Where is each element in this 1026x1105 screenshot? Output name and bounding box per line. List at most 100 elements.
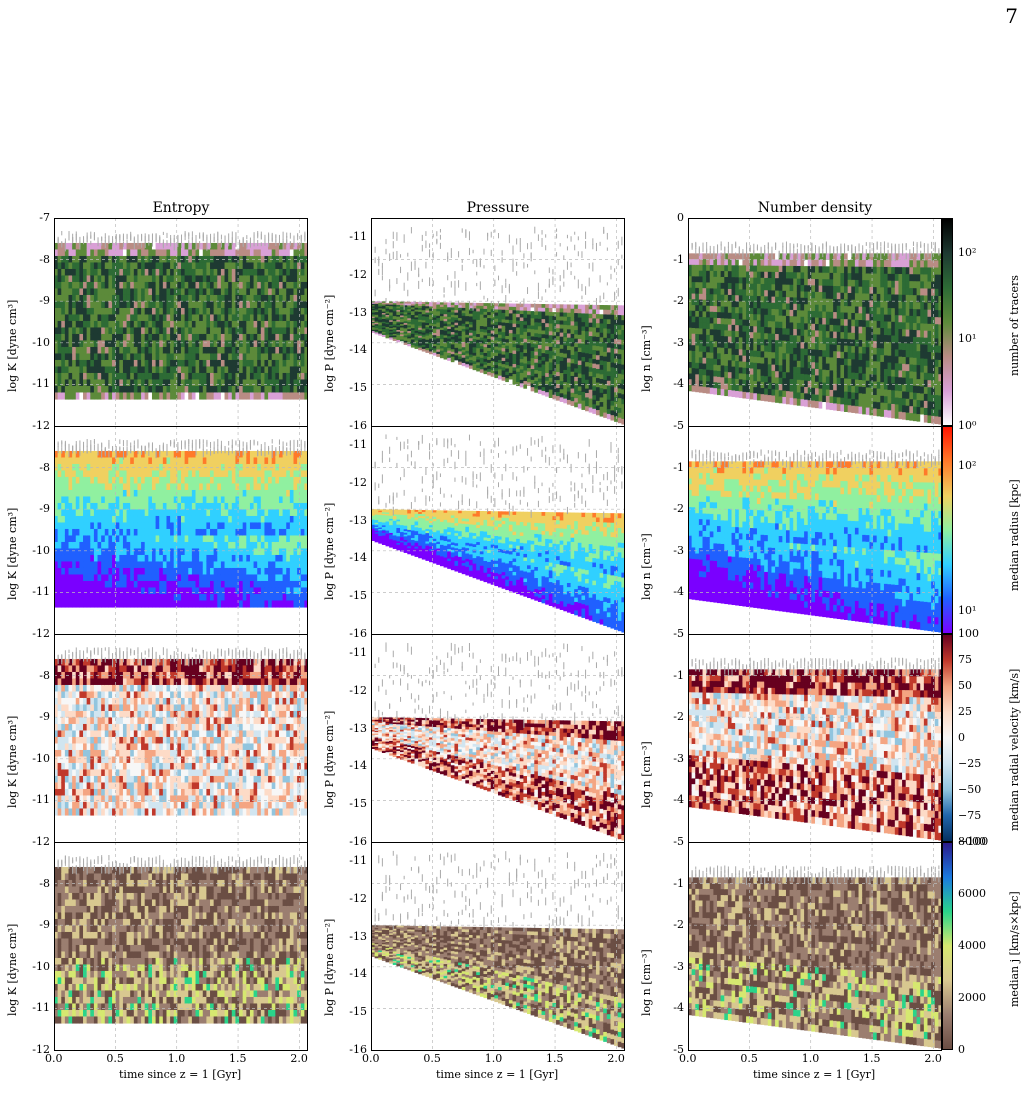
y-tick-label: -5 (644, 627, 684, 640)
y-tick-label: -16 (327, 835, 367, 848)
x-tick-label: 2.0 (924, 1052, 942, 1065)
x-tick-label: 1.0 (168, 1052, 186, 1065)
y-tick-label: -12 (10, 419, 50, 432)
colorbar-4 (942, 842, 953, 1050)
y-tick-label: -13 (327, 930, 367, 943)
column-title-density: Number density (688, 200, 942, 216)
y-tick-label: -3 (644, 752, 684, 765)
colorbar-label: median j [km/s×kpc] (1008, 891, 1021, 1007)
column-title-pressure: Pressure (371, 200, 625, 216)
x-tick-label: 1.0 (485, 1052, 503, 1065)
y-tick-label: -12 (327, 892, 367, 905)
y-tick-label: -11 (327, 438, 367, 451)
y-tick-label: -5 (644, 419, 684, 432)
y-tick-label: -2 (644, 918, 684, 931)
x-tick-label: 0.5 (740, 1052, 758, 1065)
colorbar-tick-label: −50 (958, 783, 981, 796)
colorbar-tick-label: 50 (958, 679, 972, 692)
y-tick-label: -13 (327, 514, 367, 527)
y-tick-label: -1 (644, 253, 684, 266)
y-tick-label: -4 (644, 377, 684, 390)
y-tick-label: -15 (327, 1005, 367, 1018)
heatmap-panel-r4-c2 (371, 842, 625, 1050)
y-tick-label: -12 (327, 268, 367, 281)
heatmap-panel-r2-c1 (54, 426, 308, 634)
heatmap-panel-r3-c2 (371, 634, 625, 842)
y-tick-label: -14 (327, 343, 367, 356)
y-tick-label: -1 (644, 461, 684, 474)
y-tick-label: -11 (327, 230, 367, 243)
colorbar-tick-label: 2000 (958, 991, 986, 1004)
heatmap-panel-r1-c3 (688, 218, 942, 426)
colorbar-tick-label: 25 (958, 705, 972, 718)
y-tick-label: -14 (327, 759, 367, 772)
y-axis-label: log K [dyne cm³] (6, 716, 19, 808)
x-axis-label: time since z = 1 [Gyr] (436, 1068, 558, 1081)
x-tick-label: 2.0 (290, 1052, 308, 1065)
colorbar-tick-label: −75 (958, 809, 981, 822)
y-axis-label: log K [dyne cm³] (6, 924, 19, 1016)
y-tick-label: -4 (644, 793, 684, 806)
page-number: 7 (1005, 4, 1018, 28)
colorbar-3 (942, 634, 953, 842)
y-axis-label: log P [dyne cm⁻²] (323, 919, 336, 1016)
column-title-entropy: Entropy (54, 200, 308, 216)
y-tick-label: -11 (10, 1001, 50, 1014)
colorbar-label: number of tracers (1008, 275, 1021, 376)
heatmap-panel-r2-c2 (371, 426, 625, 634)
y-tick-label: 0 (644, 211, 684, 224)
x-tick-label: 1.0 (802, 1052, 820, 1065)
y-tick-label: -12 (327, 476, 367, 489)
y-axis-label: log n [cm⁻³] (640, 533, 653, 600)
x-tick-label: 0.0 (362, 1052, 380, 1065)
x-axis-label: time since z = 1 [Gyr] (119, 1068, 241, 1081)
y-tick-label: -10 (10, 544, 50, 557)
colorbar-tick-label: 6000 (958, 887, 986, 900)
y-axis-label: log K [dyne cm³] (6, 300, 19, 392)
y-tick-label: -11 (10, 793, 50, 806)
x-tick-label: 1.5 (229, 1052, 247, 1065)
colorbar-2 (942, 426, 953, 634)
y-tick-label: -5 (644, 1043, 684, 1056)
y-axis-label: log n [cm⁻³] (640, 325, 653, 392)
y-tick-label: -10 (10, 336, 50, 349)
colorbar-tick-label: 0 (958, 731, 965, 744)
y-tick-label: -11 (10, 377, 50, 390)
y-tick-label: -16 (327, 1043, 367, 1056)
y-tick-label: -9 (10, 294, 50, 307)
heatmap-panel-r4-c1 (54, 842, 308, 1050)
y-tick-label: -11 (327, 646, 367, 659)
x-tick-label: 0.5 (106, 1052, 124, 1065)
y-tick-label: -1 (644, 877, 684, 890)
y-axis-label: log P [dyne cm⁻²] (323, 711, 336, 808)
y-axis-label: log K [dyne cm³] (6, 508, 19, 600)
colorbar-tick-label: 10¹ (958, 604, 976, 617)
heatmap-panel-r1-c2 (371, 218, 625, 426)
y-axis-label: log n [cm⁻³] (640, 949, 653, 1016)
y-tick-label: -11 (10, 585, 50, 598)
heatmap-panel-r3-c1 (54, 634, 308, 842)
y-tick-label: -14 (327, 967, 367, 980)
y-tick-label: -5 (644, 835, 684, 848)
y-tick-label: -4 (644, 1001, 684, 1014)
y-tick-label: -16 (327, 419, 367, 432)
y-axis-label: log P [dyne cm⁻²] (323, 295, 336, 392)
y-tick-label: -12 (10, 835, 50, 848)
y-tick-label: -12 (10, 627, 50, 640)
y-tick-label: -13 (327, 306, 367, 319)
y-tick-label: -16 (327, 627, 367, 640)
colorbar-tick-label: 8000 (958, 835, 986, 848)
heatmap-panel-r1-c1 (54, 218, 308, 426)
x-tick-label: 0.0 (45, 1052, 63, 1065)
heatmap-panel-r4-c3 (688, 842, 942, 1050)
y-tick-label: -2 (644, 294, 684, 307)
colorbar-tick-label: 4000 (958, 939, 986, 952)
colorbar-label: median radial velocity [km/s] (1008, 669, 1021, 831)
y-tick-label: -10 (10, 752, 50, 765)
x-tick-label: 2.0 (607, 1052, 625, 1065)
heatmap-panel-r2-c3 (688, 426, 942, 634)
y-tick-label: -12 (327, 684, 367, 697)
y-tick-label: -14 (327, 551, 367, 564)
y-tick-label: -4 (644, 585, 684, 598)
x-tick-label: 1.5 (546, 1052, 564, 1065)
